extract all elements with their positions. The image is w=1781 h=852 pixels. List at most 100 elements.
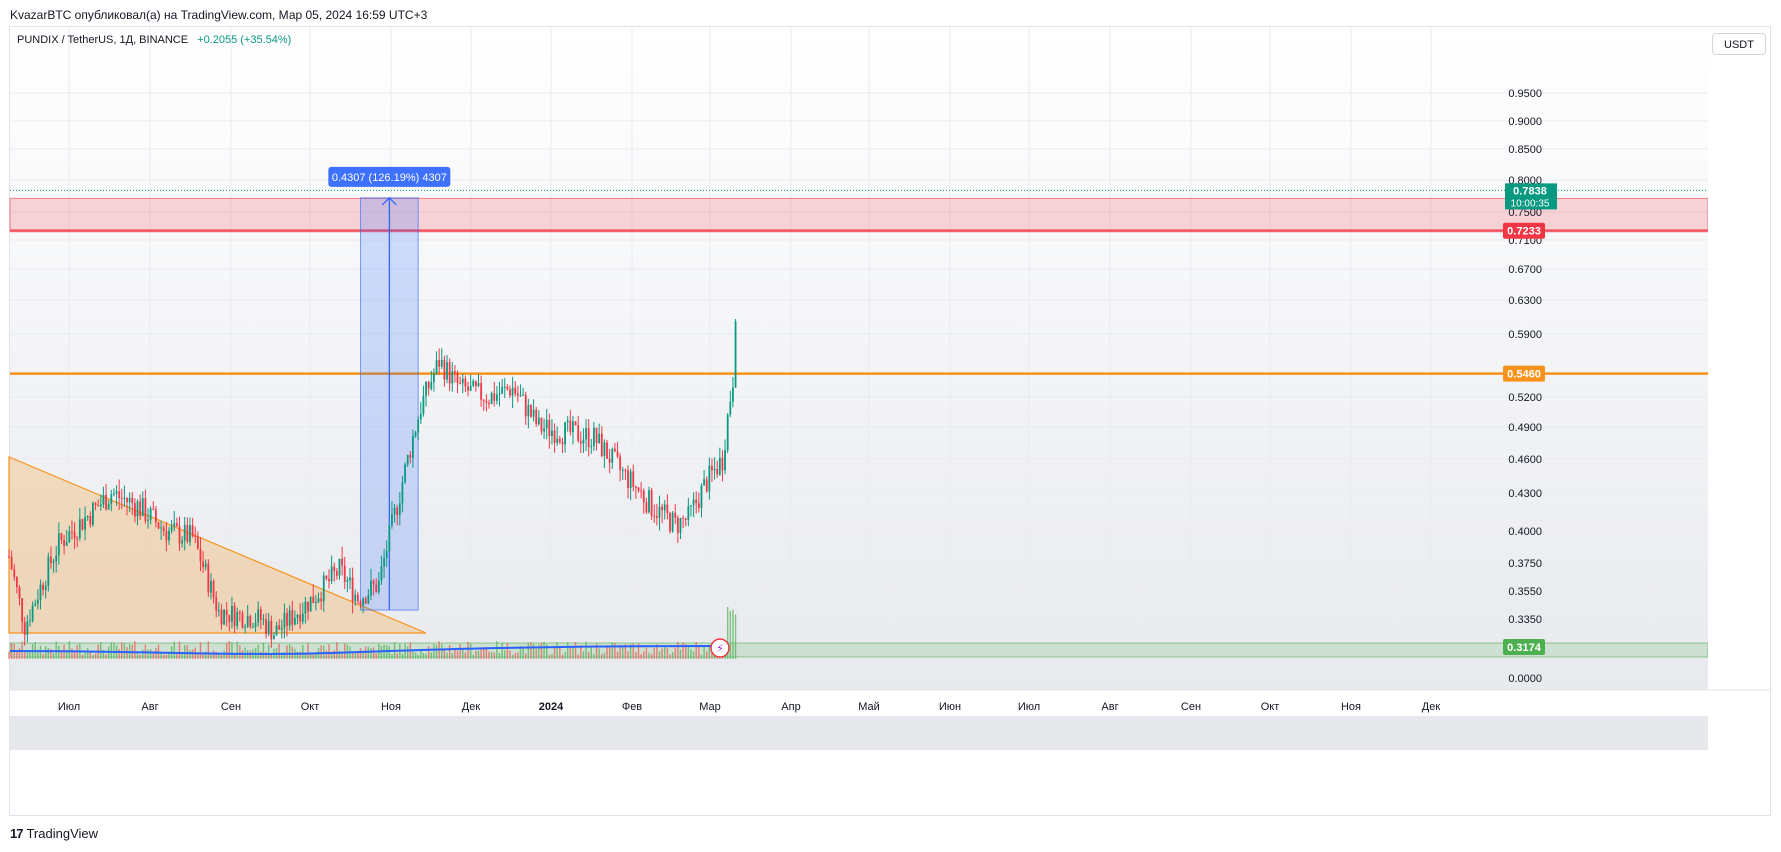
- candle: [94, 501, 97, 511]
- candle-body: [569, 420, 572, 433]
- volume-bar: [110, 642, 112, 659]
- candle: [328, 569, 330, 589]
- volume-bar: [687, 644, 690, 659]
- candle-body: [640, 490, 643, 492]
- candle: [39, 579, 42, 610]
- candle: [537, 410, 540, 426]
- candle-body: [273, 635, 275, 640]
- candle-body: [44, 585, 47, 591]
- volume-bar: [427, 646, 430, 659]
- volume-bar: [511, 654, 514, 659]
- price-tick-label: 0.4000: [1508, 526, 1542, 538]
- candle: [467, 381, 469, 397]
- candle-body: [459, 383, 462, 385]
- volume-bar: [485, 647, 488, 659]
- candle: [252, 623, 254, 629]
- candle: [530, 404, 532, 419]
- volume-bar: [464, 652, 467, 659]
- candle-body: [446, 362, 448, 380]
- volume-bar: [89, 650, 92, 659]
- candle: [598, 423, 601, 444]
- candle-body: [391, 514, 393, 526]
- symbol-legend[interactable]: PUNDIX / TetherUS, 1Д, BINANCE +0.2055 (…: [17, 34, 291, 46]
- volume-bar: [299, 651, 301, 659]
- candle-body: [490, 393, 493, 404]
- volume-bar: [281, 653, 283, 659]
- volume-bar: [84, 652, 86, 659]
- candle-body: [451, 371, 454, 384]
- volume-bar: [328, 644, 330, 659]
- time-tick-label: Июн: [939, 701, 961, 713]
- currency-button[interactable]: USDT: [1712, 33, 1766, 55]
- volume-bar: [627, 651, 629, 659]
- candle: [228, 614, 231, 632]
- candle: [118, 479, 121, 510]
- candle: [78, 508, 81, 542]
- volume-bar: [228, 641, 231, 659]
- candle: [317, 592, 320, 604]
- volume-bar: [472, 654, 474, 659]
- candle: [65, 530, 68, 546]
- volume-bar: [706, 651, 708, 659]
- candle: [648, 486, 650, 514]
- candle: [76, 536, 79, 548]
- candle-body: [175, 523, 178, 526]
- candle-body: [181, 540, 184, 544]
- candle: [325, 575, 328, 581]
- candle-body: [548, 419, 551, 437]
- candle-body: [401, 482, 404, 504]
- candle: [55, 546, 58, 573]
- volume-bar: [708, 644, 711, 659]
- candle: [430, 370, 433, 391]
- footer-brand[interactable]: 17 TradingView: [10, 826, 98, 841]
- volume-bar: [45, 645, 47, 659]
- volume-bar: [126, 647, 128, 659]
- candle-body: [574, 421, 577, 426]
- candle: [349, 568, 351, 590]
- candle: [401, 475, 404, 513]
- candle: [31, 601, 34, 623]
- candle: [275, 621, 278, 636]
- candle: [614, 442, 616, 452]
- candle-body: [721, 457, 724, 471]
- candle-body: [15, 577, 18, 588]
- candle: [700, 483, 703, 518]
- volume-bar: [388, 646, 391, 659]
- volume-bar: [658, 651, 661, 659]
- volume-bar: [538, 644, 540, 659]
- volume-bar: [71, 648, 73, 659]
- volume-bar: [333, 650, 335, 659]
- candle: [89, 511, 92, 528]
- candle-body: [99, 504, 102, 507]
- candle: [81, 518, 84, 531]
- candle-body: [63, 539, 65, 546]
- candle-body: [650, 490, 653, 516]
- candle: [595, 427, 598, 451]
- alert-lightning-icon: [710, 638, 730, 658]
- candle: [47, 552, 50, 592]
- volume-bar: [367, 646, 370, 659]
- candle: [653, 504, 656, 523]
- volume-bar: [362, 652, 364, 659]
- price-level-label: 0.7233: [1507, 226, 1541, 238]
- candle: [446, 355, 448, 384]
- candle: [726, 412, 729, 454]
- candle: [734, 318, 737, 388]
- candle-body: [199, 548, 202, 562]
- candle: [246, 605, 249, 628]
- candle-body: [648, 490, 650, 513]
- volume-bar: [189, 650, 191, 659]
- volume-bar: [496, 641, 498, 659]
- candle: [409, 451, 412, 464]
- candle: [448, 358, 451, 392]
- candle-body: [275, 625, 278, 636]
- volume-bar: [406, 646, 409, 659]
- volume-bar: [677, 641, 679, 659]
- candle-body: [210, 581, 212, 593]
- candle-body: [31, 605, 34, 621]
- candle-body: [265, 619, 267, 634]
- candle: [217, 602, 220, 617]
- candle-body: [280, 627, 283, 630]
- candle: [634, 485, 637, 499]
